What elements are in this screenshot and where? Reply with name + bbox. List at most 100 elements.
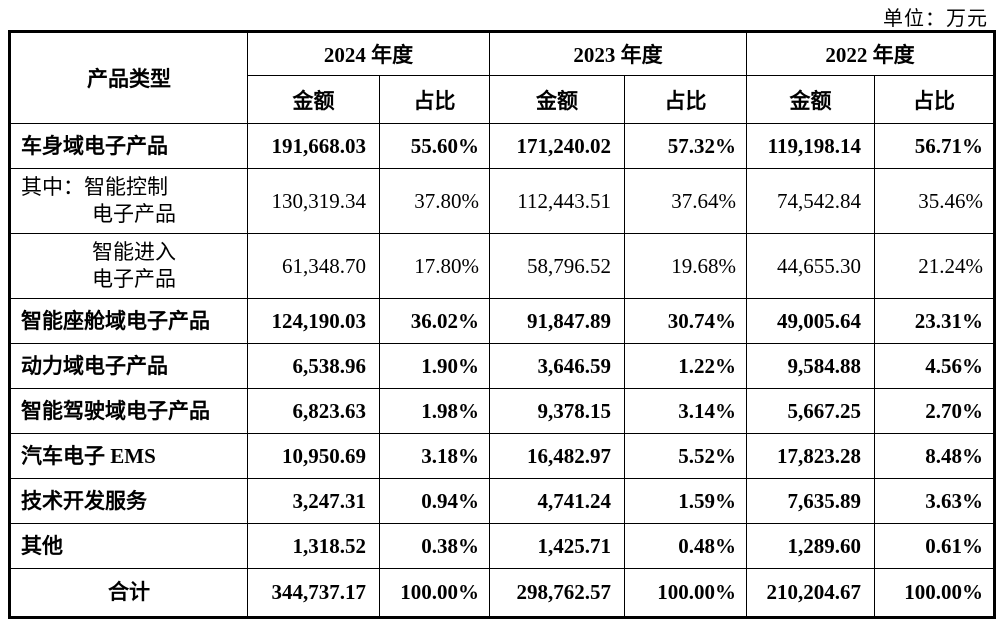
ratio-cell: 1.22% bbox=[624, 343, 747, 389]
amount-header-2023: 金额 bbox=[489, 75, 625, 124]
product-label: 汽车电子 EMS bbox=[9, 433, 248, 479]
ratio-cell: 1.59% bbox=[624, 478, 747, 524]
table-row: 智能驾驶域电子产品 6,823.63 1.98% 9,378.15 3.14% 5,667… bbox=[9, 388, 995, 434]
year-2023-header: 2023 年度 bbox=[489, 31, 747, 76]
amount-cell: 1,425.71 bbox=[489, 523, 625, 569]
amount-cell: 1,318.52 bbox=[247, 523, 380, 569]
amount-cell: 5,667.25 bbox=[746, 388, 875, 434]
ratio-cell: 3.18% bbox=[379, 433, 490, 479]
amount-cell: 130,319.34 bbox=[247, 168, 380, 234]
table-row: 车身域电子产品 191,668.03 55.60% 171,240.02 57.32% 1… bbox=[9, 123, 995, 169]
ratio-cell: 100.00% bbox=[874, 568, 995, 618]
ratio-cell: 0.38% bbox=[379, 523, 490, 569]
ratio-header-2022: 占比 bbox=[874, 75, 995, 124]
amount-cell: 58,796.52 bbox=[489, 233, 625, 299]
ratio-cell: 1.98% bbox=[379, 388, 490, 434]
product-label-line: 动力域电子产品 bbox=[21, 353, 168, 378]
amount-cell: 3,646.59 bbox=[489, 343, 625, 389]
ratio-cell: 0.48% bbox=[624, 523, 747, 569]
amount-cell: 344,737.17 bbox=[247, 568, 380, 618]
table-row: 智能进入 电子产品 61,348.70 17.80% 58,796.52 19.68% 44… bbox=[9, 233, 995, 299]
amount-cell: 298,762.57 bbox=[489, 568, 625, 618]
table-row: 其中：智能控制 电子产品 130,319.34 37.80% 112,443.51 37.… bbox=[9, 168, 995, 234]
ratio-cell: 37.64% bbox=[624, 168, 747, 234]
amount-cell: 49,005.64 bbox=[746, 298, 875, 344]
ratio-cell: 55.60% bbox=[379, 123, 490, 169]
table-row: 智能座舱域电子产品 124,190.03 36.02% 91,847.89 30.74%… bbox=[9, 298, 995, 344]
ratio-cell: 57.32% bbox=[624, 123, 747, 169]
product-label-line: 智能进入 bbox=[92, 240, 176, 265]
product-label: 智能进入 电子产品 bbox=[9, 233, 248, 299]
table-row: 动力域电子产品 6,538.96 1.90% 3,646.59 1.22% 9,584.8… bbox=[9, 343, 995, 389]
amount-cell: 6,823.63 bbox=[247, 388, 380, 434]
ratio-cell: 30.74% bbox=[624, 298, 747, 344]
amount-cell: 171,240.02 bbox=[489, 123, 625, 169]
product-label-line: 智能驾驶域电子产品 bbox=[21, 398, 210, 423]
ratio-cell: 0.94% bbox=[379, 478, 490, 524]
product-label: 动力域电子产品 bbox=[9, 343, 248, 389]
table-row: 其他 1,318.52 0.38% 1,425.71 0.48% 1,289.60 0.61… bbox=[9, 523, 995, 569]
product-label: 其中：智能控制 电子产品 bbox=[9, 168, 248, 234]
product-label-line: 合计 bbox=[108, 580, 150, 605]
product-label-line: 车身域电子产品 bbox=[21, 133, 168, 158]
product-label: 其他 bbox=[9, 523, 248, 569]
amount-cell: 61,348.70 bbox=[247, 233, 380, 299]
product-label: 车身域电子产品 bbox=[9, 123, 248, 169]
unit-label: 单位：万元 bbox=[883, 8, 988, 30]
amount-cell: 7,635.89 bbox=[746, 478, 875, 524]
table-row: 技术开发服务 3,247.31 0.94% 4,741.24 1.59% 7,635.89… bbox=[9, 478, 995, 524]
product-label: 合计 bbox=[9, 568, 248, 618]
product-label-line: 智能座舱域电子产品 bbox=[21, 308, 210, 333]
amount-cell: 10,950.69 bbox=[247, 433, 380, 479]
amount-cell: 119,198.14 bbox=[746, 123, 875, 169]
ratio-cell: 3.14% bbox=[624, 388, 747, 434]
product-label-line: 汽车电子 EMS bbox=[21, 443, 156, 468]
amount-cell: 9,584.88 bbox=[746, 343, 875, 389]
ratio-cell: 3.63% bbox=[874, 478, 995, 524]
ratio-cell: 36.02% bbox=[379, 298, 490, 344]
year-2022-header: 2022 年度 bbox=[746, 31, 995, 76]
header-year-row: 产品类型 2024 年度 2023 年度 2022 年度 bbox=[9, 31, 995, 124]
amount-cell: 1,289.60 bbox=[746, 523, 875, 569]
product-label: 智能驾驶域电子产品 bbox=[9, 388, 248, 434]
ratio-cell: 35.46% bbox=[874, 168, 995, 234]
total-row: 合计 344,737.17 100.00% 298,762.57 100.00% 210,… bbox=[9, 568, 995, 618]
table-body: 车身域电子产品 191,668.03 55.60% 171,240.02 57.32% 1… bbox=[9, 123, 995, 618]
product-label-line: 电子产品 bbox=[92, 267, 176, 291]
amount-cell: 91,847.89 bbox=[489, 298, 625, 344]
amount-header-2022: 金额 bbox=[746, 75, 875, 124]
amount-cell: 6,538.96 bbox=[247, 343, 380, 389]
amount-cell: 16,482.97 bbox=[489, 433, 625, 479]
product-type-header: 产品类型 bbox=[9, 31, 248, 124]
amount-cell: 17,823.28 bbox=[746, 433, 875, 479]
ratio-cell: 56.71% bbox=[874, 123, 995, 169]
ratio-cell: 21.24% bbox=[874, 233, 995, 299]
table-header: 产品类型 2024 年度 2023 年度 2022 年度 金额 占比 金额 占比… bbox=[9, 31, 995, 124]
product-label: 智能座舱域电子产品 bbox=[9, 298, 248, 344]
ratio-header-2024: 占比 bbox=[379, 75, 490, 124]
amount-header-2024: 金额 bbox=[247, 75, 380, 124]
ratio-cell: 1.90% bbox=[379, 343, 490, 389]
amount-cell: 3,247.31 bbox=[247, 478, 380, 524]
ratio-cell: 0.61% bbox=[874, 523, 995, 569]
table-row: 汽车电子 EMS 10,950.69 3.18% 16,482.97 5.52% 17,8… bbox=[9, 433, 995, 479]
amount-cell: 124,190.03 bbox=[247, 298, 380, 344]
ratio-cell: 100.00% bbox=[379, 568, 490, 618]
ratio-header-2023: 占比 bbox=[624, 75, 747, 124]
product-revenue-table: 产品类型 2024 年度 2023 年度 2022 年度 金额 占比 金额 占比… bbox=[8, 30, 996, 619]
ratio-cell: 5.52% bbox=[624, 433, 747, 479]
product-label-line: 电子产品 bbox=[92, 202, 176, 226]
amount-cell: 44,655.30 bbox=[746, 233, 875, 299]
amount-cell: 210,204.67 bbox=[746, 568, 875, 618]
ratio-cell: 100.00% bbox=[624, 568, 747, 618]
ratio-cell: 8.48% bbox=[874, 433, 995, 479]
ratio-cell: 23.31% bbox=[874, 298, 995, 344]
product-label-line: 其中：智能控制 bbox=[21, 175, 168, 200]
amount-cell: 9,378.15 bbox=[489, 388, 625, 434]
amount-cell: 74,542.84 bbox=[746, 168, 875, 234]
ratio-cell: 37.80% bbox=[379, 168, 490, 234]
ratio-cell: 19.68% bbox=[624, 233, 747, 299]
product-label: 技术开发服务 bbox=[9, 478, 248, 524]
product-label-line: 技术开发服务 bbox=[21, 488, 147, 513]
